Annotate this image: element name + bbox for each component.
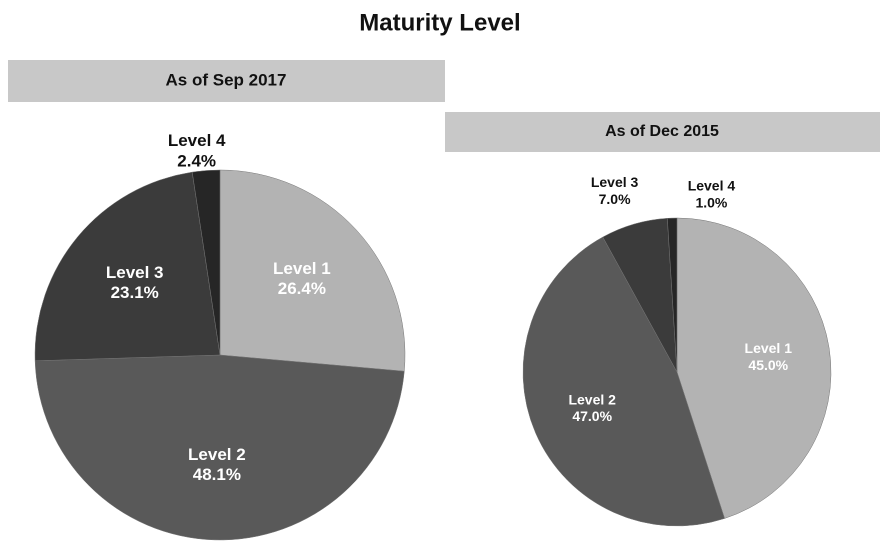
slice-category: Level 1 [273, 259, 331, 278]
slice-value-label: 2.4% [177, 152, 216, 171]
slice-category: Level 3 [106, 263, 164, 282]
slice-label: Level 2 47.0% [568, 391, 616, 424]
pie-slice [219, 169, 406, 372]
slice-value-label: 7.0% [599, 191, 631, 207]
slice-value-label: 1.0% [695, 194, 727, 210]
pie-slice [34, 354, 405, 541]
pie-slice [676, 217, 832, 519]
slice-category: Level 1 [745, 340, 793, 356]
pie-slice [522, 236, 725, 527]
chart-title: As of Dec 2015 [605, 123, 719, 140]
slice-label: Level 4 2.4% [168, 131, 226, 170]
pie-slice [667, 217, 678, 373]
slice-category: Level 2 [568, 391, 616, 407]
panel-header [8, 60, 445, 102]
slice-category: Level 4 [688, 177, 736, 193]
page-title: Maturity Level [359, 9, 520, 36]
slice-value-label: 48.1% [193, 466, 241, 485]
slice-value-label: 47.0% [572, 408, 612, 424]
slice-value-label: 26.4% [278, 280, 326, 299]
slice-label: Level 2 48.1% [188, 445, 246, 484]
slice-category: Level 2 [188, 445, 246, 464]
slice-category: Level 4 [168, 131, 226, 150]
pie-slice [191, 169, 221, 356]
panel-header [445, 112, 880, 152]
chart-title: As of Sep 2017 [166, 70, 287, 89]
pie-slice [34, 171, 221, 362]
slice-label: Level 4 1.0% [688, 177, 736, 210]
slice-value-label: 45.0% [748, 357, 788, 373]
slice-value-label: 23.1% [111, 284, 159, 303]
slice-category: Level 3 [591, 174, 639, 190]
slice-label: Level 3 7.0% [591, 174, 639, 207]
slice-label: Level 3 23.1% [106, 263, 164, 302]
slice-label: Level 1 45.0% [745, 340, 793, 373]
slice-label: Level 1 26.4% [273, 259, 331, 298]
